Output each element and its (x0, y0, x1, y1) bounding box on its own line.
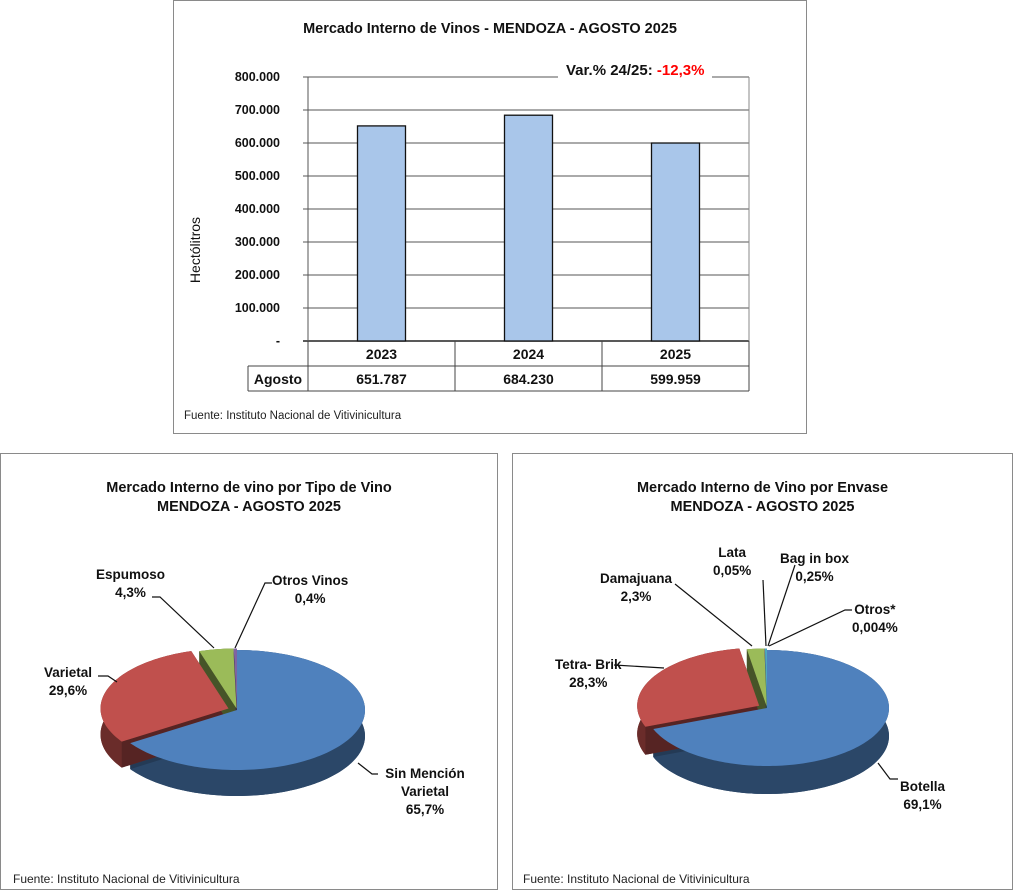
label-otros-vinos: Otros Vinos 0,4% (272, 573, 349, 606)
variation-value: -12,3% (656, 62, 705, 79)
y-tick-label: 700.000 (235, 103, 280, 117)
label-bag-in-box: Bag in box 0,25% (780, 551, 850, 584)
y-tick-label: 800.000 (235, 70, 280, 84)
label-damajuana: Damajuana 2,3% (600, 571, 673, 604)
bar-2025 (650, 142, 701, 342)
bar-chart: - 100.000 200.000 300.000 400.000 500.000 600.… (235, 70, 750, 392)
bar-chart-title: Mercado Interno de Vinos - MENDOZA - AGO… (303, 21, 677, 37)
y-tick-label: 100.000 (235, 301, 280, 315)
table-value: 684.230 (503, 371, 554, 387)
y-tick-label: - (276, 334, 280, 348)
pie-envase-source: Fuente: Instituto Nacional de Vitivinicu… (523, 872, 750, 886)
bar-2023 (356, 125, 407, 342)
pie-envase-title-line1: Mercado Interno de Vino por Envase (636, 480, 889, 496)
bar-2024 (503, 114, 554, 342)
label-lata: Lata 0,05% (713, 545, 752, 578)
table-value: 599.959 (650, 371, 701, 387)
label-varietal: Varietal 29,6% (44, 665, 93, 698)
y-tick-label: 600.000 (235, 136, 280, 150)
label-sin-mencion: Sin Mención Varietal 65,7% (385, 766, 465, 817)
y-tick-label: 200.000 (235, 268, 280, 282)
x-category-label: 2023 (366, 346, 397, 362)
variation-label: Var.% 24/25: (566, 62, 653, 79)
pie-tipo-title-line2: MENDOZA - AGOSTO 2025 (157, 499, 341, 515)
x-category-label: 2025 (660, 346, 691, 362)
y-tick-label: 500.000 (235, 169, 280, 183)
label-tetra-brik: Tetra- Brik 28,3% (555, 657, 622, 690)
y-axis-label: Hectólitros (187, 216, 203, 284)
pie-tipo-title-line1: Mercado Interno de vino por Tipo de Vino (106, 480, 392, 496)
label-espumoso: Espumoso 4,3% (96, 567, 166, 600)
label-otros: Otros* 0,004% (852, 602, 898, 635)
table-value: 651.787 (356, 371, 407, 387)
variation-annotation: Var.% 24/25: -12,3% (558, 62, 713, 79)
pie-tipo-source: Fuente: Instituto Nacional de Vitivinicu… (13, 872, 240, 886)
pie-envase-title-line2: MENDOZA - AGOSTO 2025 (670, 499, 855, 515)
x-category-label: 2024 (513, 346, 544, 362)
label-botella: Botella 69,1% (900, 779, 946, 812)
y-tick-label: 400.000 (235, 202, 280, 216)
bar-chart-source: Fuente: Instituto Nacional de Vitivinicu… (184, 410, 402, 422)
table-row-label: Agosto (254, 371, 302, 387)
y-tick-label: 300.000 (235, 235, 280, 249)
